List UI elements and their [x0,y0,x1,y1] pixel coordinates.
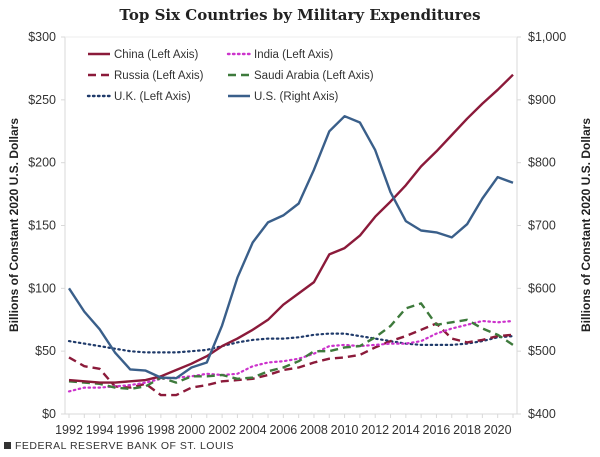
legend-label-india: India (Left Axis) [254,49,333,61]
x-tick-label: 2006 [269,423,297,437]
x-tick-label: 2014 [392,423,420,437]
y-tick-label-left: $250 [28,93,56,107]
legend: China (Left Axis) India (Left Axis) Russia… [86,49,374,103]
x-tick-label: 2016 [423,423,451,437]
y-tick-label-right: $800 [528,156,556,170]
y-tick-label-left: $300 [28,30,56,44]
x-tick-label: 1994 [86,423,114,437]
y-tick-label-right: $900 [528,93,556,107]
y-axis-label-right: Billions of Constant 2020 U.S. Dollars [579,118,593,332]
series-line-u-k [67,332,515,354]
y-tick-label-left: $200 [28,156,56,170]
x-tick-label: 2010 [331,423,359,437]
y-tick-label-right: $700 [528,219,556,233]
x-tick-label: 1998 [147,423,175,437]
x-tick-label: 2002 [208,423,236,437]
x-tick-label: 2000 [178,423,206,437]
y-tick-label-left: $50 [35,344,56,358]
series-line-u-s [67,114,514,380]
series-lines [67,73,515,397]
x-tick-label: 2008 [300,423,328,437]
legend-label-u-k: U.K. (Left Axis) [114,91,191,103]
source-credit: FEDERAL RESERVE BANK OF ST. LOUIS [15,440,234,452]
footer: FEDERAL RESERVE BANK OF ST. LOUIS [4,440,234,452]
legend-label-russia: Russia (Left Axis) [114,70,204,82]
fed-logo-square-icon [4,442,11,449]
chart-title: Top Six Countries by Military Expenditur… [119,6,481,24]
legend-label-china: China (Left Axis) [114,49,199,61]
series-line-china [68,73,514,384]
y-tick-label-right: $500 [528,344,556,358]
y-tick-label-right: $1,000 [528,30,566,44]
x-tick-label: 1992 [55,423,83,437]
y-axis-label-left: Billions of Constant 2020 U.S. Dollars [7,118,21,332]
y-tick-label-left: $100 [28,281,56,295]
y-tick-label-left: $0 [42,407,56,421]
y-tick-label-left: $150 [28,219,56,233]
x-tick-label: 2018 [453,423,481,437]
x-tick-label: 2004 [239,423,267,437]
axes: $0 $50 $100 $150 $200 $250 $300 $400 $500 $600 $70… [28,30,566,437]
x-tick-label: 2012 [361,423,389,437]
y-tick-label-right: $600 [528,281,556,295]
x-tick-label: 2020 [484,423,512,437]
y-tick-label-right: $400 [528,407,556,421]
series-line-india [67,319,515,393]
x-tick-label: 1996 [116,423,144,437]
series-line-saudi-arabia [68,302,514,391]
legend-label-saudi-arabia: Saudi Arabia (Left Axis) [254,70,374,82]
series-line-russia [68,322,514,397]
legend-label-u-s: U.S. (Right Axis) [254,91,339,103]
